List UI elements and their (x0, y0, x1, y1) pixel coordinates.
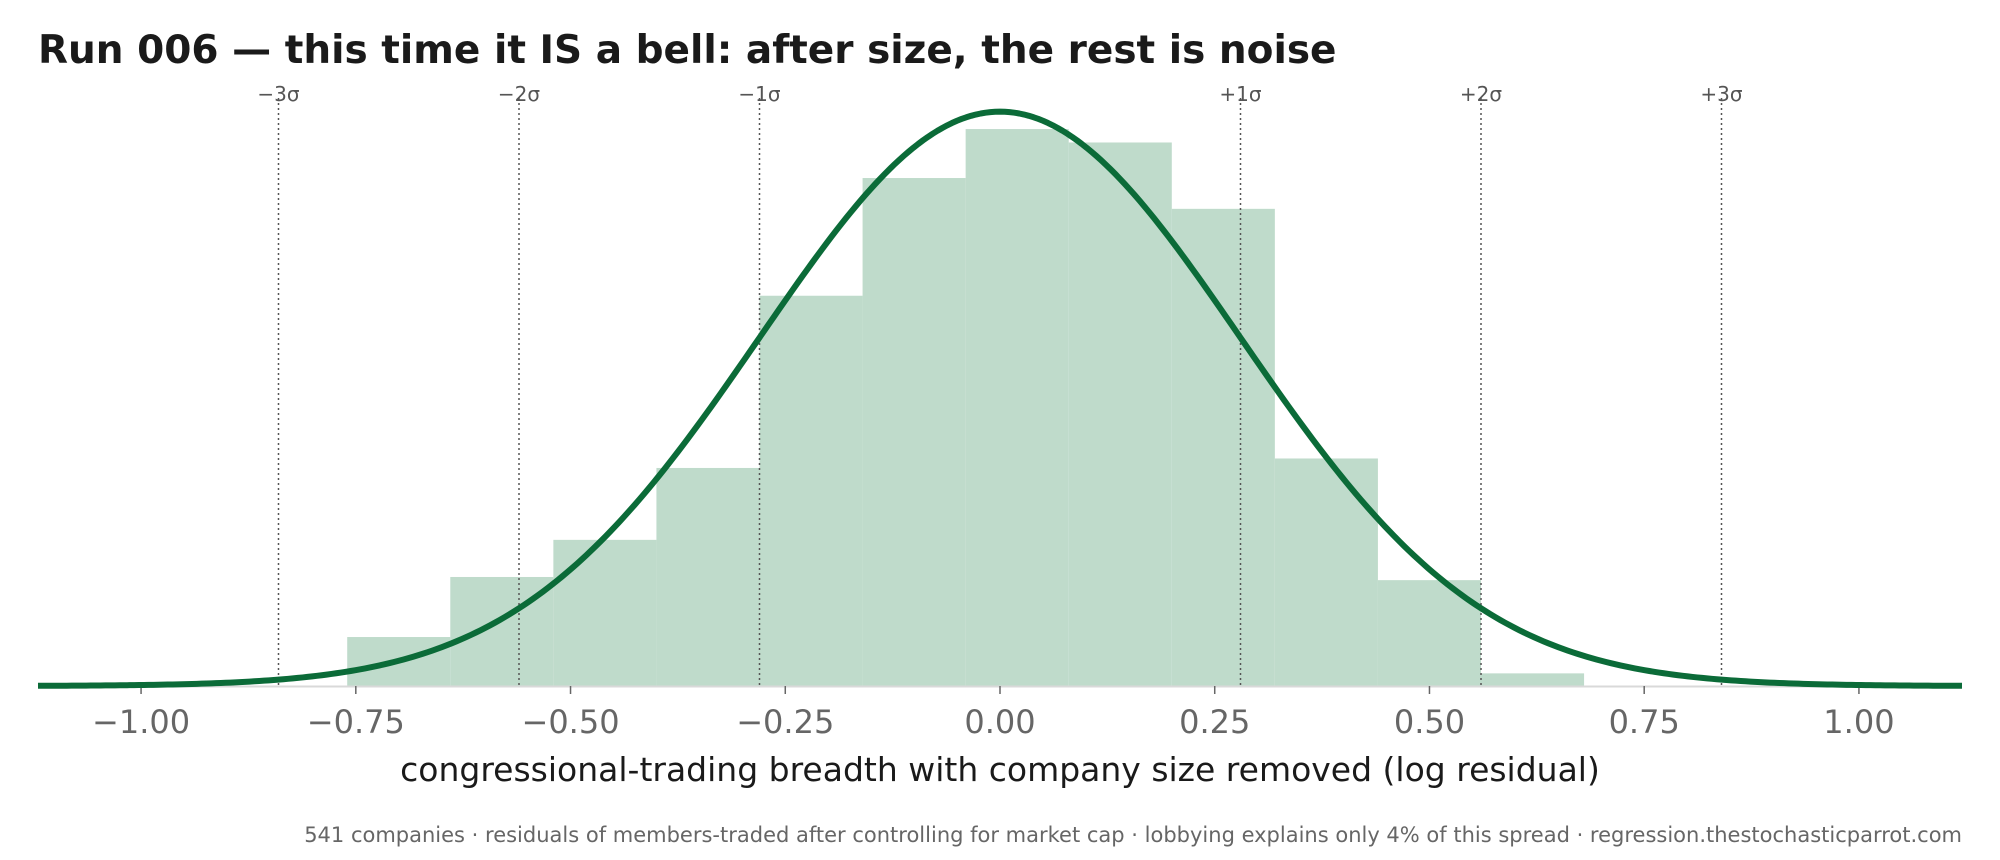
histogram-bar (862, 178, 966, 686)
histogram-bars (347, 129, 1585, 687)
x-tick-label: −1.00 (92, 703, 190, 741)
sigma-reference-lines: −3σ −2σ −1σ +1σ +2σ +3σ (257, 82, 1743, 686)
x-tick-label: 0.50 (1394, 703, 1465, 741)
chart-title: Run 006 — this time it IS a bell: after … (38, 28, 1337, 73)
x-tick-label: −0.75 (307, 703, 405, 741)
x-tick-label: 0.25 (1179, 703, 1250, 741)
x-axis-label: congressional-trading breadth with compa… (400, 750, 1600, 789)
histogram-bar (965, 129, 1069, 687)
x-tick-label: 0.75 (1609, 703, 1680, 741)
sigma-label: +1σ (1219, 82, 1261, 106)
histogram-bar (759, 295, 863, 686)
histogram-bar (1481, 673, 1585, 686)
histogram-bar (1068, 142, 1172, 687)
x-tick-label: −0.25 (736, 703, 834, 741)
normal-fit-curve (37, 108, 1963, 689)
footnote: 541 companies · residuals of members-tra… (304, 823, 1962, 847)
sigma-label: −3σ (257, 82, 299, 106)
sigma-label: +3σ (1700, 82, 1742, 106)
sigma-label: −2σ (498, 82, 540, 106)
histogram-bar (553, 539, 657, 686)
sigma-label: +2σ (1460, 82, 1502, 106)
sigma-label: −1σ (738, 82, 780, 106)
x-tick-label: 0.00 (964, 703, 1035, 741)
x-tick-label: −0.50 (522, 703, 620, 741)
histogram-bar (1274, 458, 1378, 686)
histogram-bar (1171, 208, 1275, 686)
x-axis-ticks: −1.00 −0.75 −0.50 −0.25 0.00 0.25 0.50 0.75 1.00 (92, 686, 1895, 741)
histogram-bar (656, 467, 760, 686)
x-tick-label: 1.00 (1823, 703, 1894, 741)
